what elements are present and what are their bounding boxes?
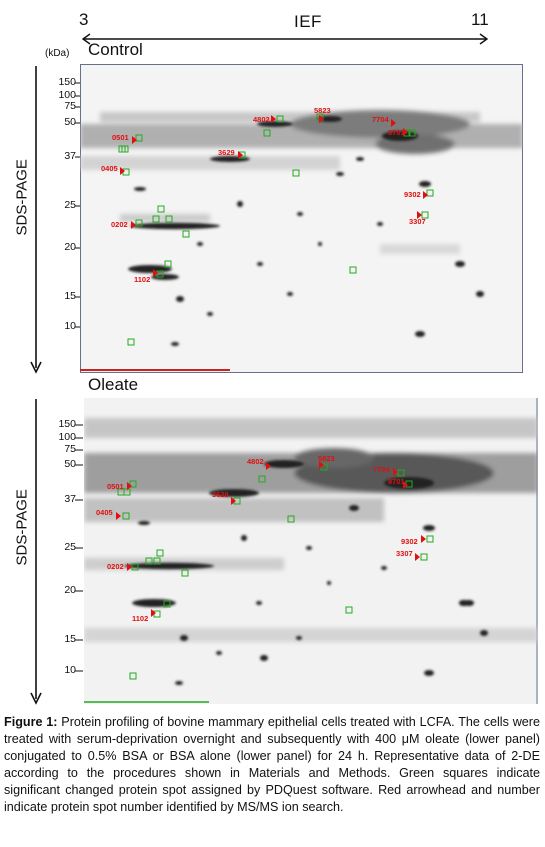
oleate-tick: 20 [64, 584, 76, 596]
oleate-panel-title: Oleate [88, 375, 139, 394]
oleate-spot-label: 0405 [96, 508, 113, 517]
kda-unit-label: (kDa) [45, 48, 70, 59]
figure-caption-text: Protein profiling of bovine mammary epit… [4, 715, 540, 814]
oleate-tick: 100 [58, 431, 76, 443]
control-spot-label: 5823 [314, 106, 331, 115]
oleate-spot-label: 0202 [107, 562, 124, 571]
control-tick: 25 [64, 199, 76, 211]
oleate-tick: 25 [64, 541, 76, 553]
oleate-sds-arrow [30, 399, 42, 705]
control-spot-label: 7704 [372, 115, 389, 124]
oleate-spot-label: 0501 [107, 482, 124, 491]
control-tick: 50 [64, 116, 76, 128]
control-spot-label: 1102 [134, 275, 151, 284]
control-spot-label: 0405 [101, 164, 118, 173]
control-tick: 75 [64, 100, 76, 112]
oleate-tick: 50 [64, 458, 76, 470]
control-spot-label: 0202 [111, 220, 128, 229]
control-tick: 10 [64, 320, 76, 332]
oleate-spot-label: 3307 [396, 549, 413, 558]
control-tick: 37 [64, 150, 76, 162]
oleate-spot-label: 5823 [318, 454, 335, 463]
control-spot-label: 3629 [218, 148, 235, 157]
ief-right-value: 11 [471, 10, 489, 29]
ief-label: IEF [294, 12, 322, 31]
control-gel-image [80, 64, 523, 373]
oleate-spot-label: 7704 [373, 465, 390, 474]
control-tick: 20 [64, 241, 76, 253]
control-spot-label: 8701 [388, 128, 405, 137]
oleate-spot-label: 3629 [212, 490, 229, 499]
control-spot-label: 4802 [253, 115, 270, 124]
oleate-spot-label: 9302 [401, 537, 418, 546]
control-spot-label: 3307 [409, 217, 426, 226]
ief-arrow [81, 33, 489, 45]
control-spot-label: 9302 [404, 190, 421, 199]
oleate-gel-image [84, 398, 538, 704]
figure-caption: Figure 1: Protein profiling of bovine ma… [4, 714, 540, 816]
oleate-tick: 75 [64, 443, 76, 455]
oleate-tick: 10 [64, 664, 76, 676]
control-tick: 100 [58, 89, 76, 101]
oleate-tick: 15 [64, 633, 76, 645]
control-sds-label: SDS-PAGE [13, 159, 31, 236]
control-sds-arrow [30, 66, 42, 374]
oleate-sds-label: SDS-PAGE [13, 489, 31, 566]
control-spot-label: 0501 [112, 133, 129, 142]
oleate-tick: 150 [58, 418, 76, 430]
oleate-spot-label: 4802 [247, 457, 264, 466]
oleate-spot-label: 1102 [132, 614, 149, 623]
oleate-spot-label: 8701 [388, 477, 405, 486]
figure-label: Figure 1: [4, 715, 58, 729]
oleate-tick-marks [75, 424, 83, 672]
oleate-tick: 37 [64, 493, 76, 505]
ief-left-value: 3 [79, 10, 89, 29]
control-tick: 150 [58, 76, 76, 88]
control-tick: 15 [64, 290, 76, 302]
control-panel-title: Control [88, 40, 143, 59]
